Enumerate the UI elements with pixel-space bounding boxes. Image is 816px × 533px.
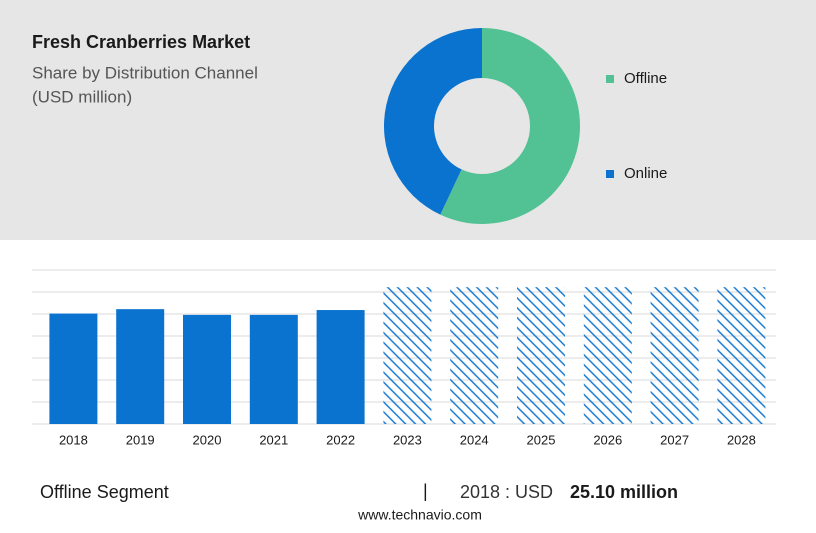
x-tick-label: 2023: [393, 432, 422, 447]
legend-swatch: [606, 75, 614, 83]
bar: [49, 313, 98, 424]
forecast-bar: [583, 287, 632, 424]
legend-swatch: [606, 170, 614, 178]
x-tick-label: 2024: [460, 432, 489, 447]
legend-label: Offline: [624, 70, 667, 87]
donut-slice: [440, 28, 580, 224]
forecast-bar: [517, 287, 565, 424]
donut-slice: [383, 27, 482, 215]
chart-subtitle: (USD million): [32, 87, 132, 106]
forecast-bar: [717, 287, 766, 424]
x-tick-label: 2022: [326, 432, 355, 447]
footer-source: www.technavio.com: [357, 507, 482, 523]
forecast-bar: [650, 287, 699, 424]
bar: [249, 314, 298, 424]
forecast-bar: [383, 287, 432, 424]
footer-year: 2018 : USD: [460, 482, 553, 502]
x-tick-label: 2018: [59, 432, 88, 447]
forecast-bar: [450, 287, 499, 424]
footer-segment: Offline Segment: [40, 482, 169, 502]
x-tick-label: 2026: [593, 432, 622, 447]
chart-subtitle: Share by Distribution Channel: [32, 63, 258, 82]
x-tick-label: 2027: [660, 432, 689, 447]
legend-label: Online: [624, 165, 667, 182]
bar: [183, 314, 231, 424]
x-tick-label: 2019: [126, 432, 155, 447]
x-tick-label: 2020: [193, 432, 222, 447]
x-tick-label: 2025: [527, 432, 556, 447]
x-tick-label: 2021: [259, 432, 288, 447]
donut-chart: Offline Online: [383, 27, 667, 224]
chart-title: Fresh Cranberries Market: [32, 32, 250, 52]
footer-value: 25.10 million: [570, 482, 678, 502]
bar-chart: 2018 2019 2020 2021 2022 2023 2024 2025 2026 2027…: [32, 269, 776, 447]
x-tick-label: 2028: [727, 432, 756, 447]
footer-separator: |: [423, 481, 428, 501]
bar: [316, 310, 365, 424]
bar: [116, 309, 165, 424]
